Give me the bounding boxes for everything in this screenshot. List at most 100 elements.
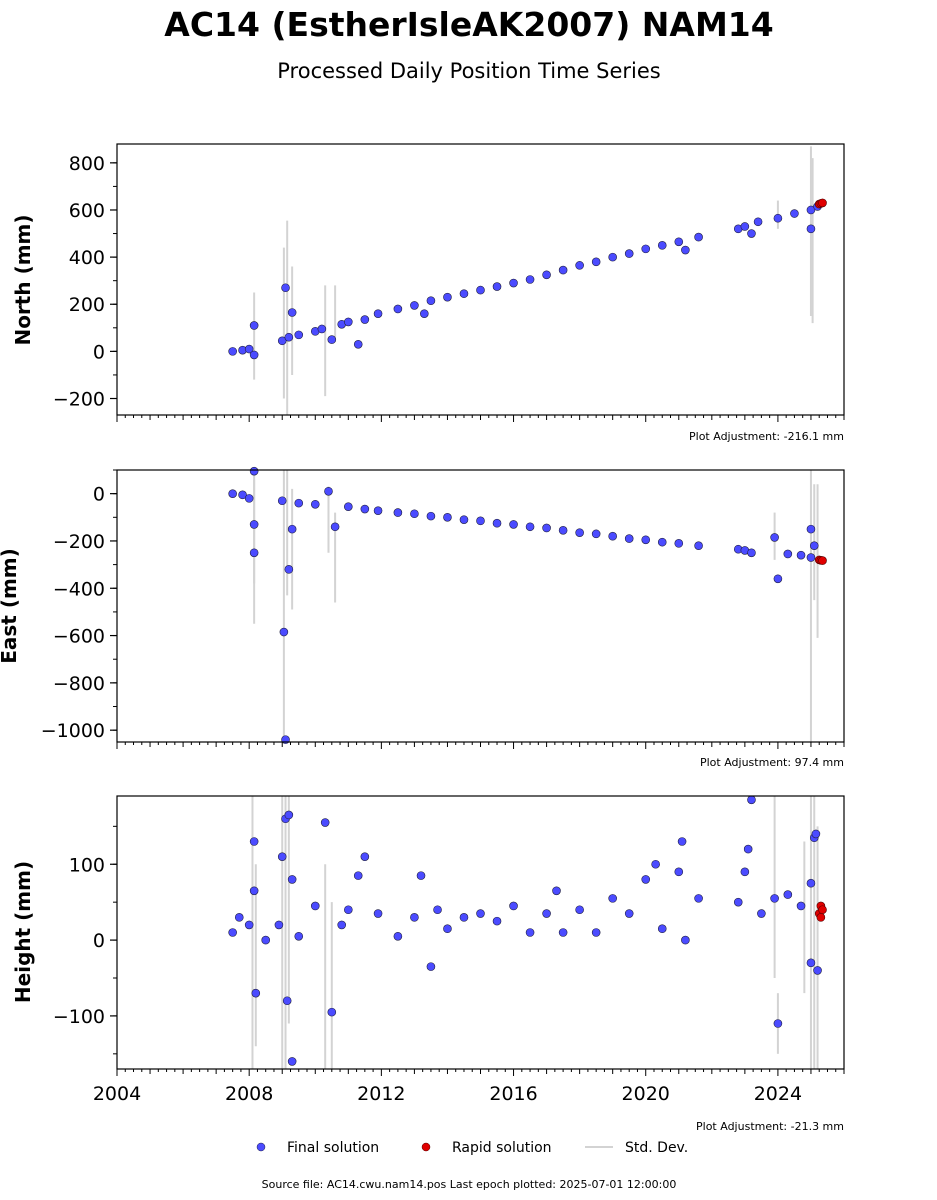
final-point (360, 315, 370, 324)
final-point (284, 332, 294, 342)
final-point (773, 1019, 783, 1028)
final-point (284, 565, 294, 574)
final-point (310, 901, 320, 911)
final-point (694, 894, 703, 903)
legend-final-marker (256, 1142, 266, 1152)
final-point (492, 282, 502, 291)
final-point (353, 871, 363, 880)
y-tick-label: −100 (53, 1006, 105, 1028)
final-point (294, 330, 304, 340)
final-point (492, 518, 502, 528)
final-point (657, 241, 667, 250)
final-point (249, 350, 259, 360)
final-point (575, 905, 584, 915)
final-point (809, 541, 819, 550)
final-point (284, 810, 294, 820)
final-point (747, 795, 756, 805)
final-point (360, 504, 370, 514)
plot-adjustment: Plot Adjustment: -216.1 mm (689, 430, 844, 443)
y-axis-label: Height (mm) (11, 861, 35, 1003)
final-point (287, 524, 297, 534)
final-point (733, 897, 743, 907)
y-tick-label: −600 (53, 626, 105, 648)
final-point (287, 875, 297, 884)
final-point (344, 317, 353, 327)
legend-final-label: Final solution (287, 1140, 379, 1156)
final-point (249, 548, 259, 558)
panel-3: 100 0 −100 2004 2008 2012 2016 2020 2024 Height (… (11, 795, 845, 1133)
final-point (393, 508, 403, 517)
y-tick-label: 400 (69, 247, 105, 269)
final-point (591, 257, 601, 267)
plot-adjustment: Plot Adjustment: -21.3 mm (696, 1120, 844, 1133)
y-tick-label: 0 (93, 930, 105, 952)
x-tick-label: 2016 (489, 1083, 537, 1105)
final-point (783, 890, 793, 899)
final-point (337, 920, 347, 930)
final-point (476, 285, 485, 295)
legend-rapid-label: Rapid solution (452, 1140, 552, 1156)
final-point (416, 871, 426, 880)
final-point (773, 574, 783, 584)
final-point (813, 966, 822, 975)
final-point (310, 499, 320, 509)
y-tick-label: −800 (53, 673, 105, 695)
final-point (657, 924, 667, 934)
y-tick-label: −200 (53, 531, 105, 553)
final-point (770, 894, 779, 903)
final-point (641, 244, 651, 254)
x-tick-label: 2012 (357, 1083, 405, 1105)
final-point (277, 336, 287, 346)
final-point (674, 237, 684, 247)
final-point (261, 935, 271, 945)
final-point (459, 913, 469, 922)
final-point (558, 265, 568, 275)
legend-rapid-marker (421, 1142, 431, 1152)
final-point (525, 275, 535, 284)
final-point (249, 886, 259, 896)
final-point (806, 224, 816, 234)
final-point (277, 852, 287, 861)
final-point (249, 520, 259, 529)
x-tick-label: 2008 (225, 1083, 273, 1105)
final-point (641, 875, 651, 884)
final-point (410, 301, 419, 310)
axes-frame (116, 795, 845, 1070)
final-point (228, 928, 237, 937)
rapid-point (818, 905, 827, 915)
final-point (542, 523, 551, 533)
legend-std-label: Std. Dev. (625, 1140, 688, 1156)
final-point (641, 535, 651, 545)
final-point (443, 924, 452, 934)
final-point (287, 308, 297, 317)
final-point (509, 278, 518, 288)
axes-frame (116, 469, 845, 743)
final-point (747, 229, 756, 238)
final-point (279, 627, 289, 637)
axes-frame (116, 143, 845, 416)
final-point (393, 304, 403, 314)
final-point (674, 867, 684, 877)
final-point (677, 837, 687, 846)
final-point (608, 531, 617, 541)
final-point (294, 931, 304, 941)
final-point (542, 909, 551, 918)
final-point (783, 549, 793, 559)
y-tick-label: 600 (69, 200, 105, 222)
final-point (353, 340, 363, 349)
final-point (327, 335, 337, 344)
x-tick-label: 2024 (754, 1083, 802, 1105)
y-axis-label: North (mm) (11, 214, 35, 345)
final-point (624, 249, 634, 258)
final-point (373, 909, 383, 918)
final-point (608, 894, 617, 903)
final-point (694, 232, 703, 242)
final-point (344, 502, 353, 511)
final-point (740, 867, 750, 877)
final-point (238, 490, 247, 500)
final-point (591, 529, 601, 539)
final-point (790, 209, 799, 218)
final-point (757, 909, 766, 918)
final-point (747, 548, 756, 558)
final-point (575, 528, 584, 537)
